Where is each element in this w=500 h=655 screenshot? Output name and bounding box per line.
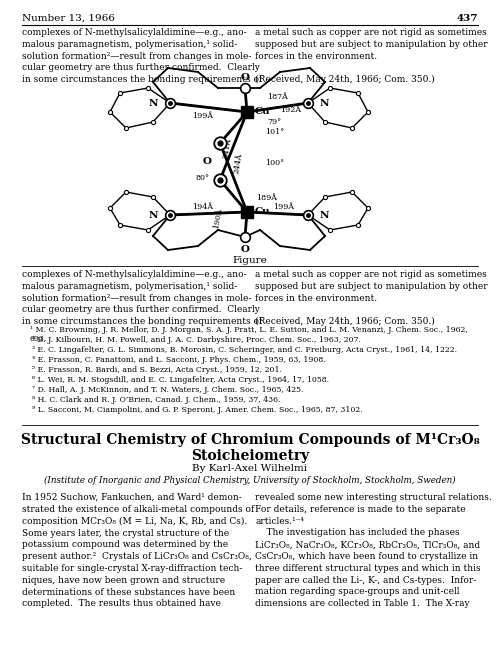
Text: 199Å: 199Å [273,203,294,211]
Text: ³ E. C. Lingafelter, G. L. Simmons, B. Morosin, C. Scheringer, and C. Freiburg, : ³ E. C. Lingafelter, G. L. Simmons, B. M… [32,346,457,354]
Text: O: O [202,157,211,166]
Text: 194Å: 194Å [192,203,213,211]
Text: 437: 437 [456,14,478,23]
Text: Stoicheiometry: Stoicheiometry [191,449,309,463]
Text: 100°: 100° [265,159,284,167]
Text: 190Å: 190Å [212,207,224,229]
Text: 189Å: 189Å [256,194,277,202]
Text: ¹ M. C. Browning, J. R. Mellor, D. J. Morgan, S. A. J. Pratt, L. E. Sutton, and : ¹ M. C. Browning, J. R. Mellor, D. J. Mo… [30,326,468,343]
Text: a metal such as copper are not rigid as sometimes
supposed but are subject to ma: a metal such as copper are not rigid as … [255,270,488,326]
Text: a metal such as copper are not rigid as sometimes
supposed but are subject to ma: a metal such as copper are not rigid as … [255,28,488,84]
Text: Structural Chemistry of Chromium Compounds of M¹Cr₃O₈: Structural Chemistry of Chromium Compoun… [20,433,479,447]
Text: 241Å: 241Å [221,137,233,159]
Text: N: N [148,210,158,219]
Text: Cu: Cu [255,208,270,217]
Text: ⁹ L. Sacconi, M. Ciampolini, and G. P. Speroni, J. Amer. Chem. Soc., 1965, 87, 3: ⁹ L. Sacconi, M. Ciampolini, and G. P. S… [32,406,363,414]
Text: N: N [148,98,158,107]
Text: 244Å: 244Å [232,152,244,174]
Text: Number 13, 1966: Number 13, 1966 [22,14,115,23]
Text: O: O [240,73,250,83]
Text: ⁵ E. Frasson, R. Bardi, and S. Bezzi, Acta Cryst., 1959, 12, 201.: ⁵ E. Frasson, R. Bardi, and S. Bezzi, Ac… [32,366,282,374]
Text: ⁷ D. Hall, A. J. McKinnon, and T. N. Waters, J. Chem. Soc., 1965, 425.: ⁷ D. Hall, A. J. McKinnon, and T. N. Wat… [32,386,303,394]
Text: 187Å: 187Å [267,93,288,101]
Text: 101°: 101° [265,128,284,136]
Text: Cu: Cu [255,107,270,117]
Text: complexes of N-methylsalicylaldimine—e.g., ano-
malous paramagnetism, polymerisa: complexes of N-methylsalicylaldimine—e.g… [22,270,262,326]
Text: 79°: 79° [267,118,281,126]
Text: 192Å: 192Å [280,106,301,114]
Text: By Karl-Axel Wilhelmi: By Karl-Axel Wilhelmi [192,464,308,473]
Text: ⁸ H. C. Clark and R. J. O’Brien, Canad. J. Chem., 1959, 37, 436.: ⁸ H. C. Clark and R. J. O’Brien, Canad. … [32,396,280,404]
Text: ² B. J. Kilbourn, H. M. Powell, and J. A. C. Darbyshire, Proc. Chem. Soc., 1963,: ² B. J. Kilbourn, H. M. Powell, and J. A… [32,336,361,344]
Text: revealed some new interesting structural relations.
For details, reference is ma: revealed some new interesting structural… [255,493,492,608]
Text: 199Å: 199Å [192,112,213,120]
Text: ⁴ E. Frasson, C. Panattoni, and L. Sacconi, J. Phys. Chem., 1959, 63, 1908.: ⁴ E. Frasson, C. Panattoni, and L. Sacco… [32,356,326,364]
Text: N: N [320,98,330,107]
Text: O: O [240,244,250,253]
Text: Figure: Figure [232,256,268,265]
Text: In 1952 Suchow, Fankuchen, and Ward¹ demon-
strated the existence of alkali-meta: In 1952 Suchow, Fankuchen, and Ward¹ dem… [22,493,254,608]
Text: ⁶ L. Wei, R. M. Stogsdill, and E. C. Lingafelter, Acta Cryst., 1964, 17, 1058.: ⁶ L. Wei, R. M. Stogsdill, and E. C. Lin… [32,376,329,384]
Text: (Institute of Inorganic and Physical Chemistry, University of Stockholm, Stockho: (Institute of Inorganic and Physical Che… [44,476,456,485]
Text: complexes of N-methylsalicylaldimine—e.g., ano-
malous paramagnetism, polymerisa: complexes of N-methylsalicylaldimine—e.g… [22,28,262,84]
Text: N: N [320,210,330,219]
Text: 80°: 80° [195,174,209,182]
